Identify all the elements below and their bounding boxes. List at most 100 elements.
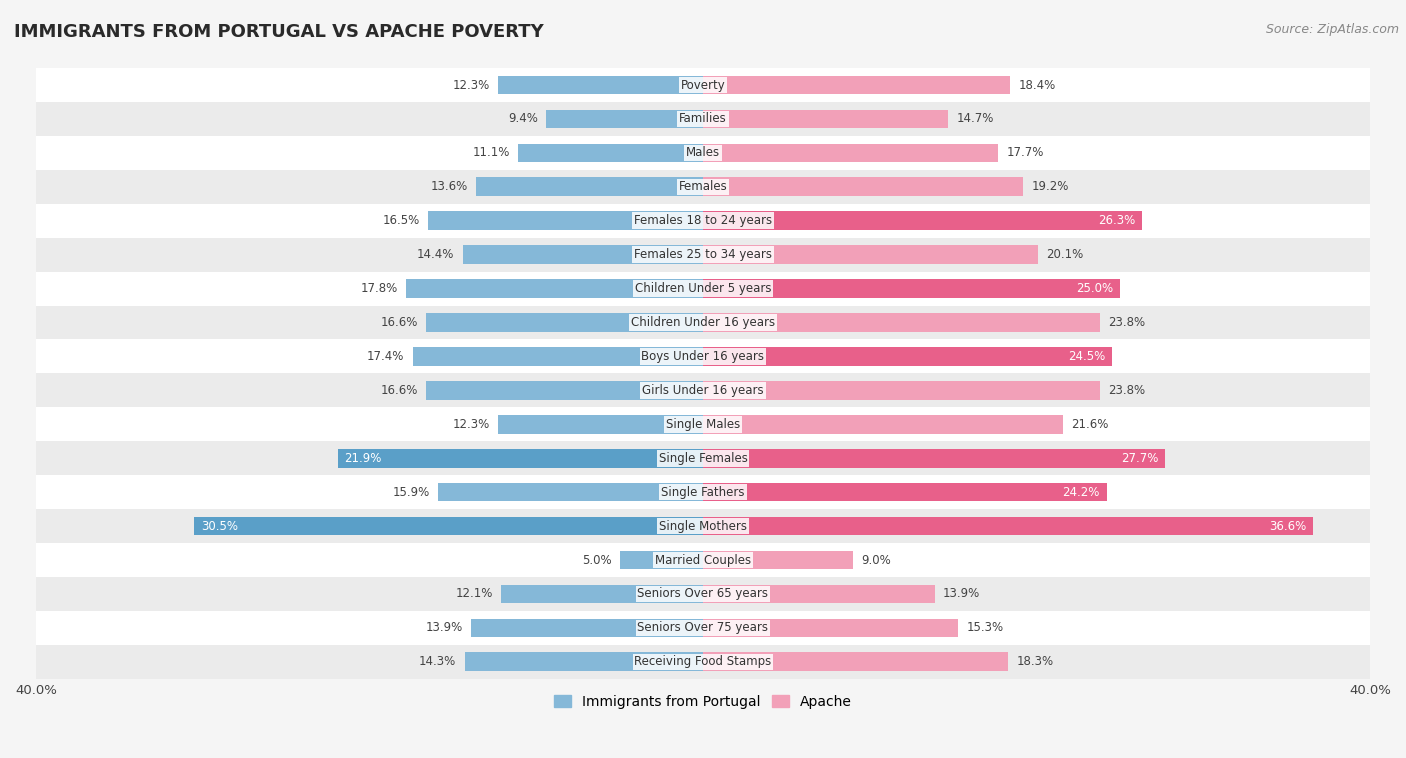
Bar	[703, 449, 1166, 468]
Bar	[620, 551, 703, 569]
Text: Families: Families	[679, 112, 727, 126]
Text: 18.4%: 18.4%	[1018, 79, 1056, 92]
Bar	[703, 110, 948, 128]
Text: IMMIGRANTS FROM PORTUGAL VS APACHE POVERTY: IMMIGRANTS FROM PORTUGAL VS APACHE POVER…	[14, 23, 544, 41]
Text: 20.1%: 20.1%	[1046, 248, 1084, 262]
Text: Boys Under 16 years: Boys Under 16 years	[641, 350, 765, 363]
Bar	[501, 584, 703, 603]
Text: 5.0%: 5.0%	[582, 553, 612, 566]
Bar	[517, 143, 703, 162]
Text: 18.3%: 18.3%	[1017, 656, 1053, 669]
Text: 26.3%: 26.3%	[1098, 215, 1135, 227]
Bar	[703, 279, 1121, 298]
Text: 13.6%: 13.6%	[430, 180, 468, 193]
Bar	[427, 211, 703, 230]
Bar	[703, 415, 1063, 434]
Text: 13.9%: 13.9%	[426, 622, 463, 634]
Text: Single Mothers: Single Mothers	[659, 519, 747, 533]
Text: 12.1%: 12.1%	[456, 587, 494, 600]
Text: Girls Under 16 years: Girls Under 16 years	[643, 384, 763, 397]
Bar	[471, 619, 703, 637]
Bar	[437, 483, 703, 502]
Text: 24.5%: 24.5%	[1067, 350, 1105, 363]
Bar	[703, 76, 1010, 94]
Bar	[37, 204, 1369, 238]
Bar	[37, 475, 1369, 509]
Text: 14.4%: 14.4%	[418, 248, 454, 262]
Bar	[703, 619, 957, 637]
Bar	[703, 246, 1038, 264]
Text: Children Under 16 years: Children Under 16 years	[631, 316, 775, 329]
Bar	[703, 211, 1142, 230]
Bar	[703, 517, 1313, 535]
Bar	[703, 177, 1024, 196]
Text: 19.2%: 19.2%	[1032, 180, 1069, 193]
Bar	[37, 68, 1369, 102]
Text: Children Under 5 years: Children Under 5 years	[634, 282, 772, 295]
Bar	[547, 110, 703, 128]
Text: 27.7%: 27.7%	[1121, 452, 1159, 465]
Text: Source: ZipAtlas.com: Source: ZipAtlas.com	[1265, 23, 1399, 36]
Text: 9.4%: 9.4%	[508, 112, 538, 126]
Bar	[37, 102, 1369, 136]
Text: Single Males: Single Males	[666, 418, 740, 431]
Bar	[37, 577, 1369, 611]
Text: Females: Females	[679, 180, 727, 193]
Text: Females 25 to 34 years: Females 25 to 34 years	[634, 248, 772, 262]
Bar	[37, 509, 1369, 543]
Text: 17.4%: 17.4%	[367, 350, 405, 363]
Bar	[37, 170, 1369, 204]
Bar	[703, 143, 998, 162]
Bar	[37, 238, 1369, 271]
Bar	[703, 347, 1112, 366]
Text: 23.8%: 23.8%	[1108, 316, 1146, 329]
Bar	[464, 653, 703, 671]
Text: 24.2%: 24.2%	[1063, 486, 1099, 499]
Text: 15.3%: 15.3%	[966, 622, 1004, 634]
Bar	[37, 136, 1369, 170]
Text: 25.0%: 25.0%	[1076, 282, 1114, 295]
Text: 21.6%: 21.6%	[1071, 418, 1109, 431]
Bar	[37, 441, 1369, 475]
Bar	[194, 517, 703, 535]
Text: Married Couples: Married Couples	[655, 553, 751, 566]
Bar	[406, 279, 703, 298]
Bar	[37, 543, 1369, 577]
Bar	[37, 374, 1369, 407]
Text: 16.5%: 16.5%	[382, 215, 419, 227]
Text: 13.9%: 13.9%	[943, 587, 980, 600]
Text: 15.9%: 15.9%	[392, 486, 429, 499]
Text: Females 18 to 24 years: Females 18 to 24 years	[634, 215, 772, 227]
Bar	[498, 415, 703, 434]
Bar	[426, 381, 703, 399]
Bar	[37, 407, 1369, 441]
Text: Poverty: Poverty	[681, 79, 725, 92]
Text: 9.0%: 9.0%	[862, 553, 891, 566]
Text: 14.7%: 14.7%	[956, 112, 994, 126]
Bar	[703, 313, 1099, 332]
Bar	[703, 483, 1107, 502]
Text: Seniors Over 75 years: Seniors Over 75 years	[637, 622, 769, 634]
Text: 11.1%: 11.1%	[472, 146, 509, 159]
Bar	[37, 271, 1369, 305]
Text: Single Fathers: Single Fathers	[661, 486, 745, 499]
Bar	[37, 611, 1369, 645]
Bar	[703, 381, 1099, 399]
Text: Receiving Food Stamps: Receiving Food Stamps	[634, 656, 772, 669]
Bar	[37, 305, 1369, 340]
Bar	[426, 313, 703, 332]
Text: Males: Males	[686, 146, 720, 159]
Bar	[703, 653, 1008, 671]
Text: 16.6%: 16.6%	[381, 316, 418, 329]
Bar	[413, 347, 703, 366]
Bar	[703, 551, 853, 569]
Bar	[463, 246, 703, 264]
Text: 16.6%: 16.6%	[381, 384, 418, 397]
Text: 12.3%: 12.3%	[453, 418, 489, 431]
Bar	[37, 340, 1369, 374]
Text: 14.3%: 14.3%	[419, 656, 456, 669]
Text: Single Females: Single Females	[658, 452, 748, 465]
Text: 17.7%: 17.7%	[1007, 146, 1043, 159]
Bar	[477, 177, 703, 196]
Text: 36.6%: 36.6%	[1270, 519, 1306, 533]
